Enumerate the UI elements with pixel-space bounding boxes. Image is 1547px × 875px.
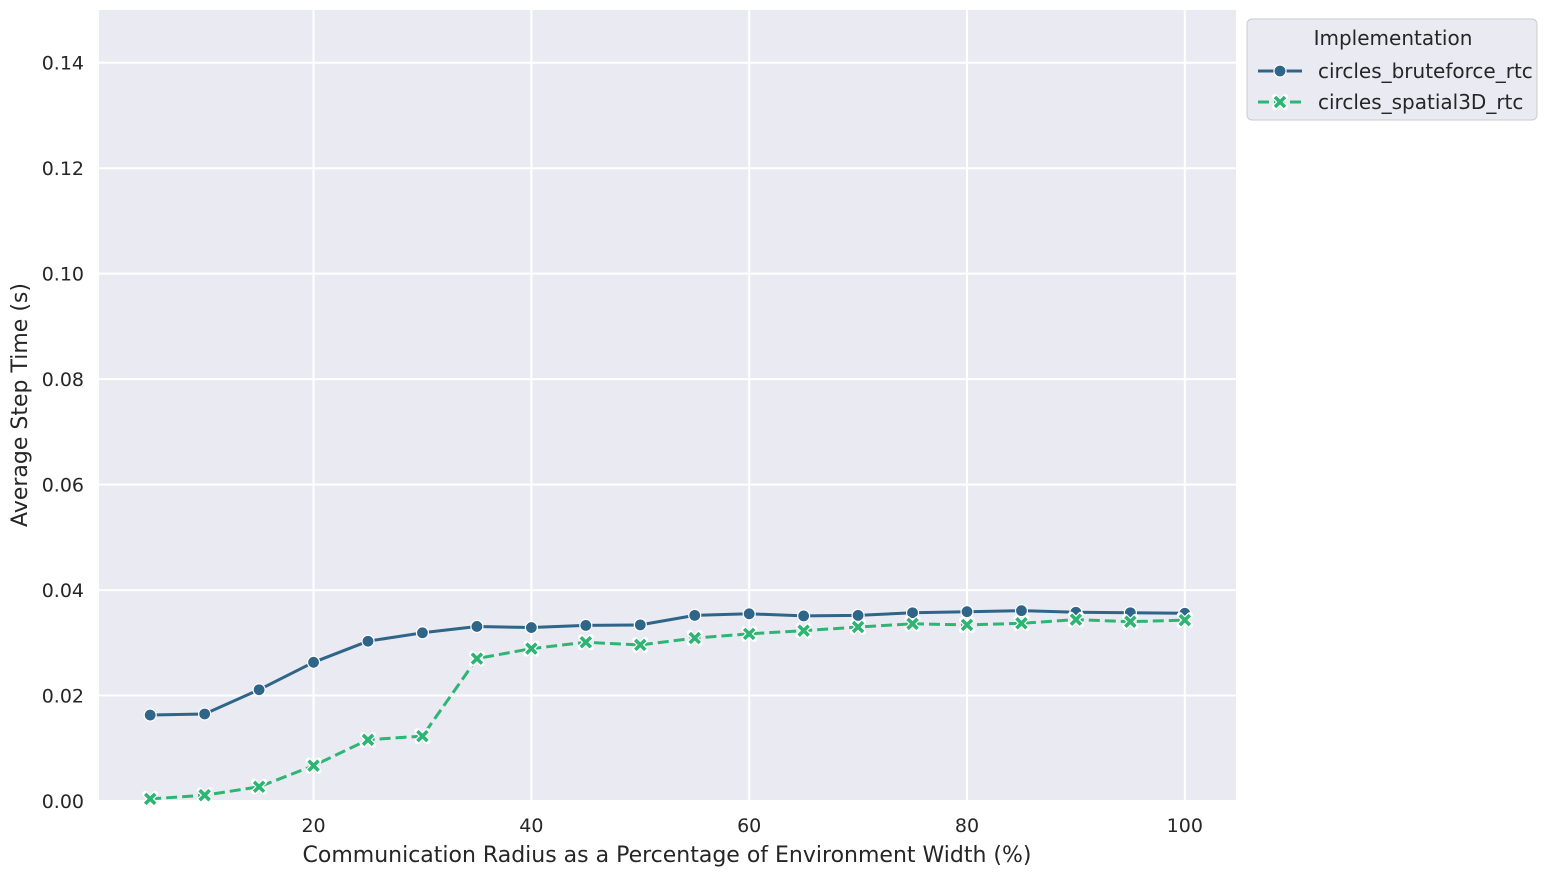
data-point <box>198 788 211 802</box>
data-point <box>470 652 484 665</box>
plot-background <box>99 10 1236 801</box>
data-point <box>797 624 810 637</box>
data-point <box>307 759 320 772</box>
data-point <box>688 631 701 645</box>
data-point <box>470 619 484 634</box>
data-point <box>1178 613 1192 627</box>
series-layer <box>142 604 1193 807</box>
data-point <box>1014 604 1029 618</box>
data-point <box>416 729 429 743</box>
series-line <box>150 618 1185 801</box>
x-axis-label: Communication Radius as a Percentage of … <box>303 843 1032 868</box>
data-point <box>1124 615 1137 628</box>
x-tick-label: 60 <box>737 815 761 837</box>
data-point <box>415 626 430 640</box>
y-axis-label: Average Step Time (s) <box>8 283 33 527</box>
data-point <box>906 617 919 631</box>
data-point <box>688 608 702 622</box>
series-circles_spatial3D_rtc <box>142 611 1193 807</box>
y-tick-label: 0.14 <box>42 53 84 75</box>
data-point <box>960 605 974 619</box>
series-circles_bruteforce_rtc <box>143 604 1192 722</box>
data-point <box>306 655 321 669</box>
data-point <box>579 618 593 632</box>
grid-lines <box>99 10 1236 802</box>
x-tick-label: 80 <box>955 815 979 837</box>
data-point <box>742 627 756 641</box>
legend-marker <box>1273 64 1287 78</box>
legend-item: circles_spatial3D_rtc <box>1258 90 1523 114</box>
legend-title: Implementation <box>1314 26 1473 50</box>
y-tick-label: 0.06 <box>42 475 84 497</box>
data-point <box>1015 617 1028 630</box>
legend-marker <box>1273 95 1287 109</box>
data-point <box>198 707 212 721</box>
data-point <box>252 683 266 697</box>
y-tick-labels: 0.00 0.02 0.04 0.06 0.08 0.10 0.12 0.14 <box>42 53 84 813</box>
data-point <box>143 792 157 806</box>
data-point <box>1069 613 1083 626</box>
x-tick-label: 40 <box>519 815 543 837</box>
data-point <box>361 733 375 747</box>
data-point <box>960 618 974 632</box>
y-tick-label: 0.04 <box>42 580 84 602</box>
legend-items: circles_bruteforce_rtc circles_spatial3D_… <box>1258 59 1533 114</box>
data-point <box>851 620 865 634</box>
x-tick-label: 20 <box>301 815 325 837</box>
data-point <box>633 618 647 632</box>
y-tick-label: 0.08 <box>42 369 84 391</box>
data-point <box>524 620 538 635</box>
legend-label: circles_bruteforce_rtc <box>1318 59 1533 83</box>
y-tick-label: 0.10 <box>42 264 84 286</box>
series-line <box>150 609 1185 717</box>
data-point <box>143 708 157 722</box>
data-point <box>742 607 756 621</box>
data-point <box>579 636 593 649</box>
data-point <box>634 638 647 652</box>
legend-label: circles_spatial3D_rtc <box>1318 90 1523 114</box>
data-point <box>252 780 266 794</box>
y-tick-label: 0.02 <box>42 686 84 708</box>
y-tick-label: 0.12 <box>42 158 84 180</box>
data-point <box>525 642 538 655</box>
x-tick-label: 100 <box>1167 815 1203 837</box>
legend-box <box>1246 18 1538 121</box>
x-tick-labels: 20 40 60 80 100 <box>301 815 1202 837</box>
y-tick-label: 0.00 <box>42 791 84 813</box>
data-point <box>797 609 811 623</box>
data-point <box>361 634 375 648</box>
data-point <box>851 608 865 622</box>
legend-item: circles_bruteforce_rtc <box>1258 59 1533 83</box>
data-point <box>905 606 920 620</box>
legend: Implementation circles_bruteforce_rtccir… <box>1246 18 1538 121</box>
